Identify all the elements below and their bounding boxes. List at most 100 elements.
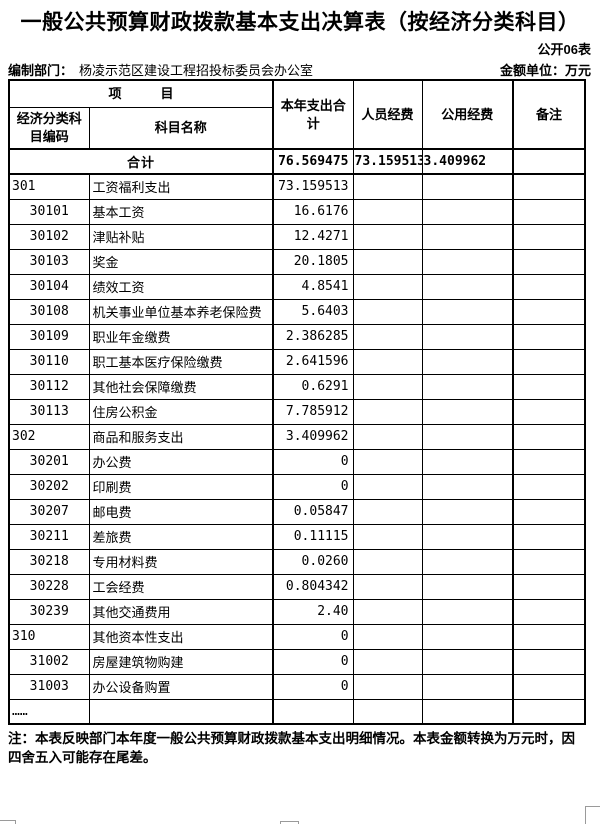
- cell-personnel: [352, 273, 423, 300]
- cell-year-total: 0.05847: [272, 498, 354, 525]
- cell-remark: [512, 298, 586, 325]
- unit-line: 金额单位：万元: [500, 60, 591, 79]
- cell-code: 30112: [8, 373, 90, 400]
- cell-remark: [512, 373, 586, 400]
- cell-public: [421, 573, 514, 600]
- meta-row: 编制部门： 杨凌示范区建设工程招投标委员会办公室 金额单位：万元: [0, 56, 600, 79]
- cell-year-total: 0.804342: [272, 573, 354, 600]
- table-row: 30112 其他社会保障缴费 0.6291: [8, 373, 586, 400]
- table-row: 30228 工会经费 0.804342: [8, 573, 586, 600]
- table-row: 30104 绩效工资 4.8541: [8, 273, 586, 300]
- cell-personnel: [352, 248, 423, 275]
- cell-year-total: 7.785912: [272, 398, 354, 425]
- budget-table: 项 目 本年支出合计 人员经费 公用经费 备注 经济分类科目编码 科目名称 合计…: [8, 79, 587, 725]
- cell-public: [421, 548, 514, 575]
- cell-public: [421, 273, 514, 300]
- cell-code: 30108: [8, 298, 90, 325]
- cell-year-total: 16.6176: [272, 198, 354, 225]
- cell-year-total: 0.11115: [272, 523, 354, 550]
- header-code: 经济分类科目编码: [8, 107, 90, 150]
- cell-personnel: [352, 423, 423, 450]
- cell-code: 30228: [8, 573, 90, 600]
- cell-remark: [512, 398, 586, 425]
- table-row: 30103 奖金 20.1805: [8, 248, 586, 275]
- cell-year-total: 2.40: [272, 598, 354, 625]
- cell-year-total: 0.0260: [272, 548, 354, 575]
- cell-code: 30109: [8, 323, 90, 350]
- cell-subject-name: 商品和服务支出: [88, 423, 274, 450]
- cell-public: [421, 348, 514, 375]
- header-year-total: 本年支出合计: [272, 79, 354, 150]
- cell-remark: [512, 573, 586, 600]
- header-public: 公用经费: [421, 79, 514, 150]
- cell-code: ……: [8, 698, 90, 725]
- table-row: 30201 办公费 0: [8, 448, 586, 475]
- header-remark: 备注: [512, 79, 586, 150]
- cell-public: [421, 523, 514, 550]
- cell-remark: [512, 673, 586, 700]
- cell-code: 31003: [8, 673, 90, 700]
- cell-remark: [512, 423, 586, 450]
- header-row-sub: 经济分类科目编码 科目名称: [8, 107, 585, 150]
- cell-personnel: [352, 623, 423, 650]
- cell-subject-name: 工资福利支出: [88, 173, 274, 200]
- cell-remark: [512, 248, 586, 275]
- cell-code: 30103: [8, 248, 90, 275]
- cell-remark: [512, 698, 586, 725]
- cell-public: [421, 698, 514, 725]
- cell-code: 30201: [8, 448, 90, 475]
- cell-year-total: 73.159513: [272, 173, 354, 200]
- table-row: ……: [8, 698, 586, 725]
- cell-personnel: [352, 348, 423, 375]
- cell-personnel: [352, 473, 423, 500]
- cell-code: 302: [8, 423, 90, 450]
- cell-year-total: 76.569475: [272, 148, 354, 175]
- cell-year-total: 0: [272, 448, 354, 475]
- table-row: 310 其他资本性支出 0: [8, 623, 586, 650]
- cell-public: [421, 448, 514, 475]
- cell-code: 30211: [8, 523, 90, 550]
- table-row: 30101 基本工资 16.6176: [8, 198, 586, 225]
- table-row: 30211 差旅费 0.11115: [8, 523, 586, 550]
- cell-remark: [512, 323, 586, 350]
- cell-subject-name: 住房公积金: [88, 398, 274, 425]
- cell-personnel: [352, 173, 423, 200]
- cell-year-total: 0.6291: [272, 373, 354, 400]
- cell-personnel: [352, 198, 423, 225]
- page-edge-artifact: [0, 820, 16, 824]
- cell-code: 30113: [8, 398, 90, 425]
- table-row: 30113 住房公积金 7.785912: [8, 398, 586, 425]
- cell-remark: [512, 448, 586, 475]
- cell-subject-name: 印刷费: [88, 473, 274, 500]
- table-row: 302 商品和服务支出 3.409962: [8, 423, 586, 450]
- page-edge-artifact: [585, 806, 600, 824]
- cell-code: 30218: [8, 548, 90, 575]
- cell-code: 30101: [8, 198, 90, 225]
- cell-code: 30110: [8, 348, 90, 375]
- cell-subject-name: 差旅费: [88, 523, 274, 550]
- cell-public: 3.409962: [421, 148, 514, 175]
- cell-year-total: 0: [272, 673, 354, 700]
- cell-personnel: [352, 373, 423, 400]
- table-row: 30109 职业年金缴费 2.386285: [8, 323, 586, 350]
- table-row: 30218 专用材料费 0.0260: [8, 548, 586, 575]
- cell-public: [421, 648, 514, 675]
- cell-public: [421, 298, 514, 325]
- cell-public: [421, 673, 514, 700]
- page-title: 一般公共预算财政拨款基本支出决算表（按经济分类科目）: [20, 11, 580, 34]
- cell-year-total: 0: [272, 648, 354, 675]
- cell-remark: [512, 648, 586, 675]
- cell-personnel: [352, 673, 423, 700]
- footnote: 注：本表反映部门本年度一般公共预算财政拨款基本支出明细情况。本表金额转换为万元时…: [8, 731, 575, 765]
- cell-subject-name: 津贴补贴: [88, 223, 274, 250]
- cell-public: [421, 323, 514, 350]
- cell-public: [421, 623, 514, 650]
- cell-personnel: [352, 598, 423, 625]
- header-personnel: 人员经费: [352, 79, 423, 150]
- cell-remark: [512, 623, 586, 650]
- cell-remark: [512, 173, 586, 200]
- cell-personnel: [352, 523, 423, 550]
- cell-subject-name: 机关事业单位基本养老保险费: [88, 298, 274, 325]
- cell-public: [421, 473, 514, 500]
- cell-public: [421, 598, 514, 625]
